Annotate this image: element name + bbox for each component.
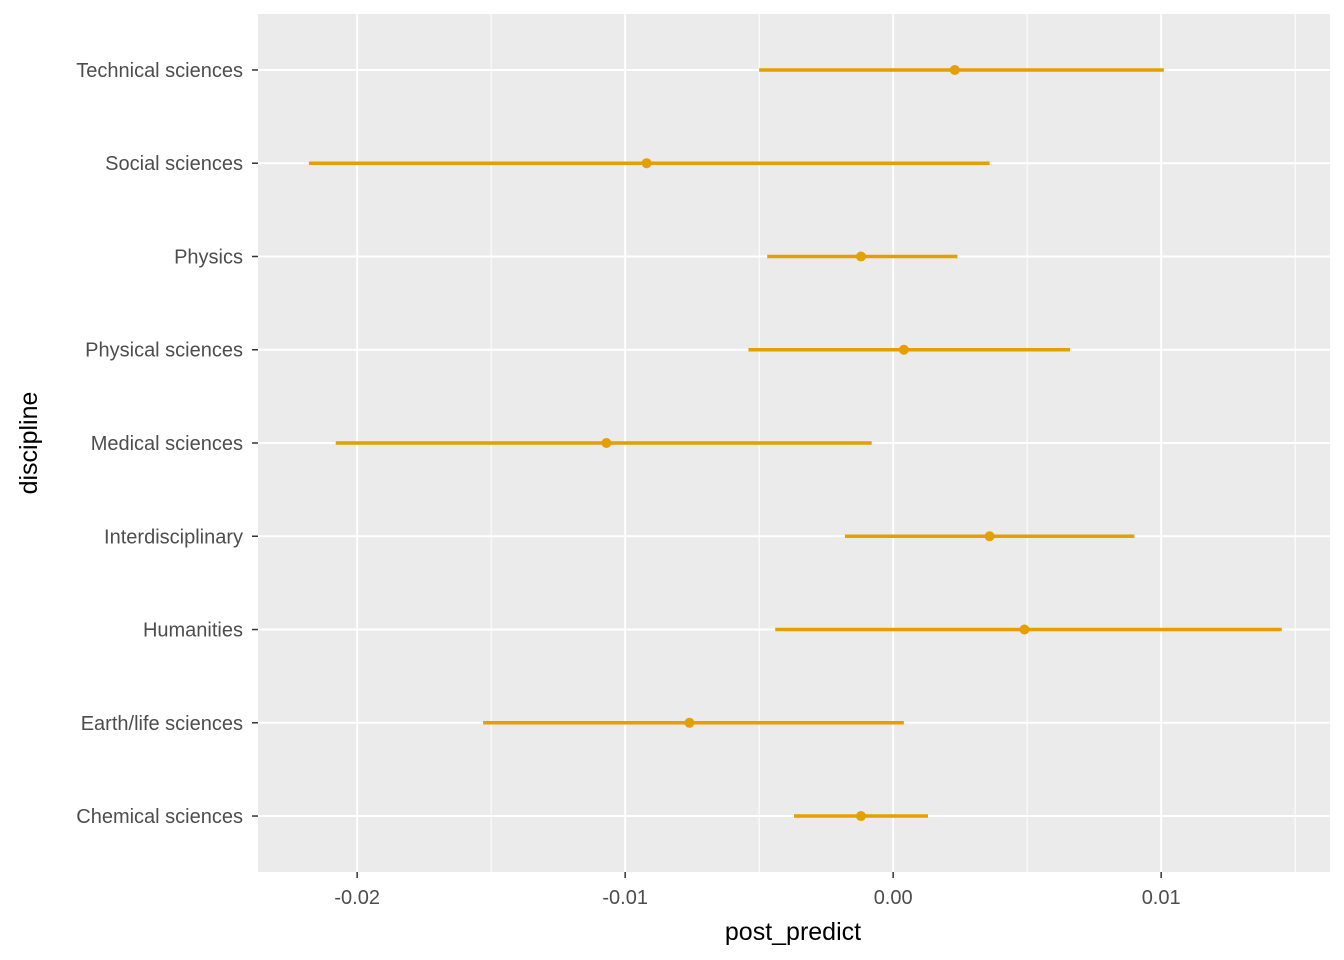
y-tick-label: Medical sciences: [91, 433, 243, 455]
y-axis: Chemical sciences Earth/life sciences Huma…: [76, 60, 258, 828]
y-tick-label: Humanities: [143, 620, 243, 642]
estimate-point: [898, 344, 909, 355]
estimate-point: [949, 64, 960, 75]
y-tick-label: Physics: [174, 246, 243, 268]
y-tick-label: Interdisciplinary: [104, 526, 243, 548]
estimate-point: [1019, 624, 1030, 635]
x-axis: -0.02 -0.01 0.00 0.01: [334, 872, 1181, 909]
point-ranges: [308, 64, 1282, 822]
x-tick-label: 0.00: [874, 887, 913, 909]
estimate-point: [984, 531, 995, 542]
y-tick-label: Chemical sciences: [76, 806, 243, 828]
estimate-point: [856, 811, 866, 822]
estimate-point: [601, 438, 612, 448]
estimate-point: [856, 251, 866, 262]
y-tick-label: Physical sciences: [85, 340, 243, 362]
estimate-point: [641, 158, 652, 169]
estimate-point: [684, 717, 695, 728]
y-tick-label: Technical sciences: [76, 60, 243, 82]
x-tick-label: -0.01: [602, 887, 648, 909]
x-tick-label: 0.01: [1142, 887, 1181, 909]
y-axis-title: discipline: [15, 392, 43, 495]
y-tick-label: Social sciences: [105, 153, 243, 175]
y-tick-label: Earth/life sciences: [81, 713, 243, 735]
x-tick-label: -0.02: [334, 887, 380, 909]
x-axis-title: post_predict: [725, 918, 861, 946]
